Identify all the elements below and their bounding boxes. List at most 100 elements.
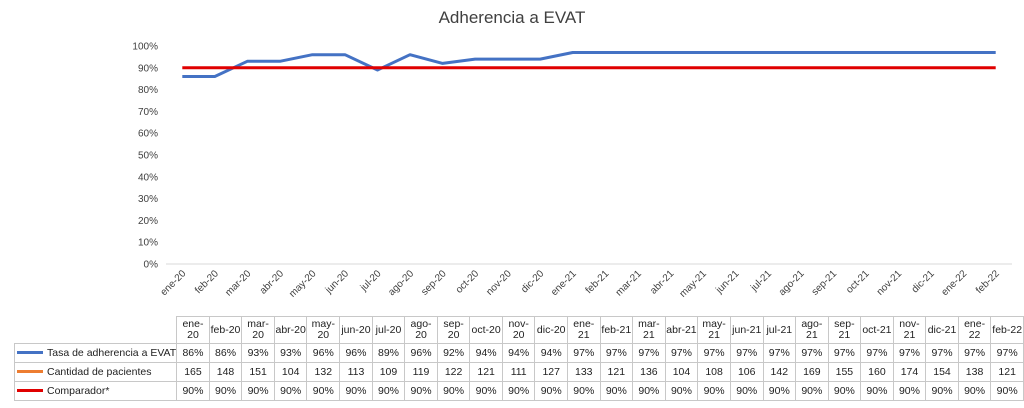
- y-tick-label: 0%: [144, 260, 159, 271]
- line-chart: 0% 10% 20% 30% 40% 50% 60% 70% 80% 90% 100% ene-20…: [132, 42, 1012, 300]
- table-cell: 155: [827, 362, 862, 382]
- table-cell: 86%: [176, 343, 210, 363]
- table-cell: 106: [729, 362, 764, 382]
- table-cell: 97%: [697, 343, 731, 363]
- table-cell: 127: [534, 362, 568, 382]
- x-tick-label: sep-21: [810, 268, 840, 298]
- table-cell: 138: [957, 362, 992, 382]
- table-cell: 97%: [925, 343, 959, 363]
- table-cell: 90%: [664, 381, 699, 401]
- x-tick-label: nov-20: [484, 268, 514, 298]
- table-row: Tasa de adherencia a EVAT 86% 86% 93% 93% 96%…: [13, 343, 1024, 363]
- table-cell: 97%: [567, 343, 601, 363]
- y-tick-label: 50%: [138, 151, 158, 162]
- table-cell: 90%: [599, 381, 634, 401]
- table-cell: 90%: [827, 381, 862, 401]
- table-cell: 90%: [990, 381, 1024, 401]
- table-cell: 96%: [404, 343, 438, 363]
- legend-label: Cantidad de pacientes: [47, 365, 152, 378]
- x-tick-label: mar-20: [223, 268, 253, 298]
- table-cell: 94%: [469, 343, 503, 363]
- table-cell: 90%: [404, 381, 438, 401]
- data-table: ene-20 feb-20 mar-20 abr-20 may-20 jun-20 jul-…: [13, 316, 1024, 401]
- x-tick-label: ene-21: [549, 268, 579, 298]
- x-tick-label: dic-21: [910, 268, 937, 295]
- table-header-cell: sep-21: [827, 316, 862, 344]
- table-cell: 136: [632, 362, 666, 382]
- table-header-cell: feb-20: [208, 316, 243, 344]
- table-cell: 94%: [501, 343, 536, 363]
- table-cell: 90%: [697, 381, 731, 401]
- table-cell: 97%: [664, 343, 699, 363]
- x-tick-label: abr-20: [258, 268, 287, 297]
- x-tick-label: feb-20: [193, 268, 221, 296]
- table-cell: 90%: [632, 381, 666, 401]
- table-cell: 92%: [436, 343, 471, 363]
- table-header-cell: may-21: [697, 316, 731, 344]
- table-header-cell: jun-20: [339, 316, 373, 344]
- table-corner: [14, 316, 178, 344]
- table-cell: 90%: [208, 381, 243, 401]
- table-row: Comparador* 90% 90% 90% 90% 90% 90% 90% 90% 90% 90…: [13, 381, 1024, 401]
- table-header-cell: feb-22: [990, 316, 1024, 344]
- table-cell: 90%: [339, 381, 373, 401]
- table-header-cell: oct-20: [469, 316, 503, 344]
- y-tick-label: 100%: [132, 42, 158, 53]
- table-cell: 97%: [632, 343, 666, 363]
- table-header-cell: mar-20: [241, 316, 275, 344]
- table-cell: 148: [208, 362, 243, 382]
- table-cell: 121: [599, 362, 634, 382]
- table-cell: 154: [925, 362, 959, 382]
- y-tick-label: 70%: [138, 107, 158, 118]
- x-tick-label: sep-20: [419, 268, 449, 298]
- table-header-cell: dic-20: [534, 316, 568, 344]
- x-tick-label: abr-21: [648, 268, 677, 297]
- table-cell: 90%: [795, 381, 829, 401]
- table-cell: 96%: [306, 343, 341, 363]
- legend-entry: Comparador*: [13, 381, 178, 401]
- table-cell: 93%: [273, 343, 308, 363]
- table-cell: 93%: [241, 343, 275, 363]
- table-header-cell: abr-20: [273, 316, 308, 344]
- table-header-cell: ene-20: [176, 316, 210, 344]
- x-tick-label: jun-20: [323, 268, 351, 296]
- table-cell: 97%: [892, 343, 927, 363]
- table-header-cell: ene-22: [957, 316, 992, 344]
- table-cell: 90%: [892, 381, 927, 401]
- y-tick-label: 40%: [138, 172, 158, 183]
- y-axis: 0% 10% 20% 30% 40% 50% 60% 70% 80% 90% 100%: [132, 42, 158, 271]
- legend-swatch: [17, 351, 43, 355]
- table-cell: 165: [176, 362, 210, 382]
- y-tick-label: 60%: [138, 129, 158, 140]
- table-cell: 90%: [860, 381, 894, 401]
- table-header-cell: abr-21: [664, 316, 699, 344]
- x-tick-label: ago-21: [777, 268, 807, 298]
- x-tick-label: mar-21: [614, 268, 644, 298]
- x-tick-label: oct-20: [454, 268, 482, 296]
- legend-swatch: [17, 389, 43, 393]
- table-cell: 104: [273, 362, 308, 382]
- table-cell: 86%: [208, 343, 243, 363]
- x-tick-label: jun-21: [713, 268, 741, 296]
- table-header-cell: jul-20: [371, 316, 406, 344]
- table-cell: 90%: [925, 381, 959, 401]
- table-cell: 109: [371, 362, 406, 382]
- x-tick-label: feb-22: [974, 268, 1002, 296]
- table-cell: 121: [469, 362, 503, 382]
- table-cell: 90%: [762, 381, 797, 401]
- table-cell: 90%: [273, 381, 308, 401]
- x-tick-label: ene-22: [940, 268, 970, 298]
- y-tick-label: 10%: [138, 238, 158, 249]
- table-cell: 113: [339, 362, 373, 382]
- chart-title: Adherencia a EVAT: [438, 8, 586, 27]
- table-cell: 90%: [371, 381, 406, 401]
- table-cell: 94%: [534, 343, 568, 363]
- table-cell: 111: [501, 362, 536, 382]
- legend-swatch: [17, 370, 43, 374]
- table-header-cell: ago-20: [404, 316, 438, 344]
- x-tick-label: may-21: [678, 268, 710, 300]
- table-header-cell: nov-20: [501, 316, 536, 344]
- table-header-cell: oct-21: [860, 316, 894, 344]
- table-cell: 90%: [176, 381, 210, 401]
- y-tick-label: 30%: [138, 194, 158, 205]
